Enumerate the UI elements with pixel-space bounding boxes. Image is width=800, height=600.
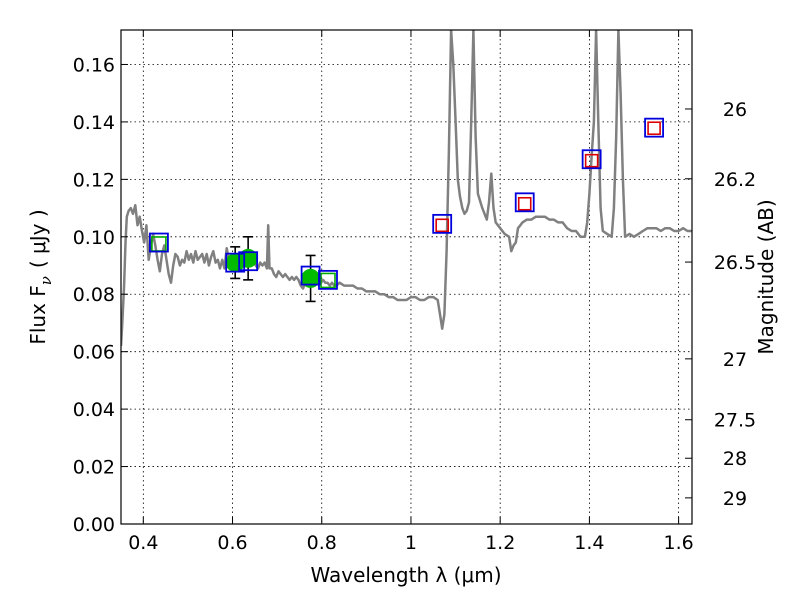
model-point-red-square (647, 121, 661, 136)
plot-background (121, 30, 692, 524)
model-point-red-square (517, 196, 532, 211)
model-point-blue-square (514, 192, 535, 213)
x-tick-label: 1.2 (485, 532, 515, 554)
y-tick-label: 0.06 (73, 342, 115, 364)
model-point-blue-square (581, 149, 602, 170)
x-tick-label: 1 (405, 532, 417, 554)
y2-tick-label: 27.5 (714, 410, 756, 432)
model-point-red-square (584, 153, 599, 168)
x-tick-label: 0.6 (217, 532, 247, 554)
plot-frame (120, 29, 693, 525)
marker-layer (149, 117, 664, 303)
x-tick-label: 0.4 (128, 532, 158, 554)
y-tick-label: 0.02 (73, 457, 115, 479)
y2-axis-label: Magnitude (AB) (754, 199, 778, 354)
y-axis-label-main: Flux F (26, 285, 50, 344)
model-point-blue-square (432, 213, 453, 234)
y2-tick-label: 28 (723, 448, 747, 470)
model-point-blue-square (225, 252, 246, 273)
y2-tick-label: 27 (723, 349, 747, 371)
sed-model-layer (121, 30, 692, 346)
model-point-blue-square (644, 117, 664, 138)
model-point-red-square (435, 218, 449, 233)
y-tick-label: 0.14 (73, 112, 115, 134)
model-point-blue-square (238, 251, 259, 272)
y-tick-label: 0.08 (73, 284, 115, 306)
y-axis-label-unit: ( μJy ) (26, 209, 50, 268)
y-tick-label: 0.00 (73, 514, 115, 536)
y-tick-label: 0.04 (73, 399, 115, 421)
x-tick-label: 0.8 (307, 532, 337, 554)
tick-layer: 0.4 0.6 0.8 1 1.2 1.4 1.6 0.00 0.02 0.04 0.06 0.08 0… (73, 30, 756, 554)
x-tick-label: 1.4 (574, 532, 604, 554)
model-point-green-square (320, 272, 336, 289)
y-axis-label: Flux Fν ( μJy ) (26, 209, 55, 344)
y-tick-label: 0.12 (73, 169, 115, 191)
y-tick-label: 0.16 (73, 54, 115, 76)
y2-tick-label: 26 (723, 99, 747, 121)
x-tick-label: 1.6 (664, 532, 694, 554)
y2-tick-label: 26.2 (714, 169, 756, 191)
x-axis-label: Wavelength λ (μm) (310, 563, 501, 587)
sed-model-curve (121, 30, 692, 346)
y2-tick-label: 29 (723, 488, 747, 510)
y-axis-label-subscript: ν (37, 276, 55, 285)
y-tick-label: 0.10 (73, 227, 115, 249)
model-point-blue-square (318, 269, 338, 290)
y2-tick-label: 26.5 (714, 252, 756, 274)
model-point-blue-square (149, 232, 169, 253)
